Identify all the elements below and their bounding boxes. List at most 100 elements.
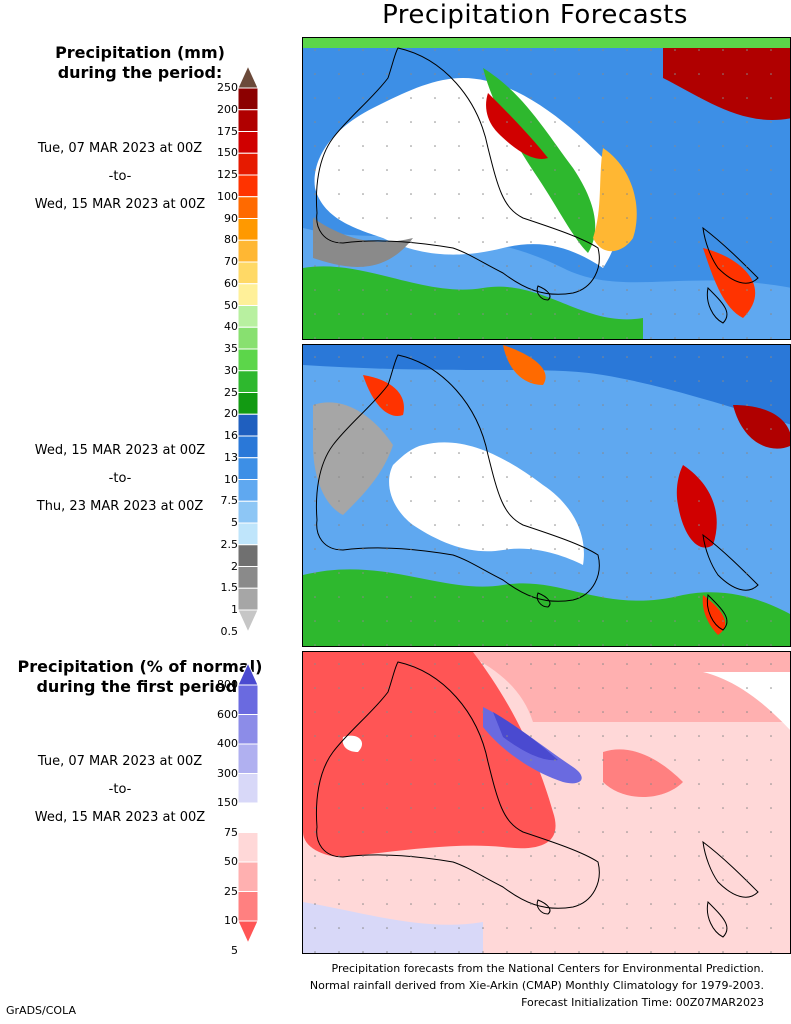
legend-level-label: 16	[224, 429, 238, 442]
legend-swatch	[237, 392, 259, 415]
period2-end: Thu, 23 MAR 2023 at 00Z	[36, 499, 204, 514]
period3-end: Wed, 15 MAR 2023 at 00Z	[34, 810, 206, 825]
legend-level-label: 75	[224, 825, 238, 839]
legend-swatch	[237, 587, 259, 611]
footer-line2: Normal rainfall derived from Xie-Arkin (…	[309, 979, 764, 992]
legend-swatch	[237, 435, 259, 459]
legend-level-label: 5	[231, 943, 238, 957]
legend-level-label: 300	[217, 766, 238, 780]
legend-level-label: 10	[224, 914, 238, 927]
credit-label: GrADS/COLA	[6, 1004, 76, 1017]
legend-swatch	[237, 479, 259, 502]
legend-level-label: 2.5	[220, 537, 239, 551]
legend-swatch	[237, 152, 259, 176]
legend-swatch	[237, 684, 259, 715]
legend-level-label: 1	[231, 603, 238, 616]
legend-pct-header-line1: Precipitation (% of normal)	[17, 657, 263, 676]
legend-level-label: 50	[224, 298, 238, 312]
legend-swatch	[237, 370, 259, 393]
legend-mm-header: Precipitation (mm) during the period:	[20, 43, 260, 83]
legend-swatch	[237, 661, 259, 686]
period1-separator: -to-	[108, 169, 132, 184]
period1-start: Tue, 07 MAR 2023 at 00Z	[37, 141, 203, 156]
legend-level-label: 13	[224, 450, 238, 464]
legend-swatch	[237, 305, 259, 328]
legend-swatch	[237, 891, 259, 922]
period2-separator: -to-	[108, 471, 132, 486]
footer-line3: Forecast Initialization Time: 00Z07MAR20…	[521, 996, 764, 1009]
legend-level-label: 40	[224, 320, 238, 334]
legend-level-label: 150	[217, 146, 238, 160]
period3-start: Tue, 07 MAR 2023 at 00Z	[37, 754, 203, 769]
legend-swatch	[237, 413, 259, 437]
legend-level-label: 25	[224, 884, 238, 898]
legend-swatch	[237, 174, 259, 198]
map-panel-percent-normal	[302, 651, 791, 954]
legend-swatch	[237, 714, 259, 745]
period3-separator: -to-	[108, 782, 132, 797]
legend-level-label: 30	[224, 363, 238, 377]
legend-level-label: 70	[224, 255, 238, 268]
legend-swatch	[237, 609, 259, 634]
footer-notes: Precipitation forecasts from the Nationa…	[310, 960, 764, 1011]
map-panel-period2	[302, 344, 791, 647]
legend-swatch	[237, 773, 259, 804]
legend-level-label: 2	[231, 559, 238, 573]
legend-swatch	[237, 920, 259, 945]
legend-level-label: 150	[217, 796, 238, 809]
legend-level-label: 100	[217, 189, 238, 203]
legend-level-label: 7.5	[220, 494, 239, 508]
legend-level-label: 175	[217, 124, 238, 138]
legend-swatch	[237, 802, 259, 833]
legend-mm-colorbar	[236, 64, 296, 634]
period2-start: Wed, 15 MAR 2023 at 00Z	[34, 443, 206, 458]
legend-swatch	[237, 261, 259, 285]
legend-swatch	[237, 196, 259, 219]
legend-mm-header-line2: during the period:	[57, 63, 223, 82]
legend-swatch	[237, 87, 259, 111]
legend-level-label: 600	[217, 707, 238, 721]
legend-swatch	[237, 218, 259, 241]
legend-pct-header-line2: during the first period:	[36, 677, 244, 696]
legend-swatch	[237, 239, 259, 263]
legend-swatch	[237, 131, 259, 154]
legend-pct-labels: 800 600 400 300 150 75 50 25 10 5	[208, 663, 238, 957]
legend-level-label: 200	[217, 102, 238, 116]
legend-swatch	[237, 500, 259, 524]
legend-level-label: 25	[224, 385, 238, 399]
legend-level-label: 35	[224, 342, 238, 355]
legend-swatch	[237, 832, 259, 863]
legend-level-label: 90	[224, 211, 238, 225]
legend-mm-labels: 250 200 175 150 125 100 90 80 70 60 50 40 35 30 25 20 16…	[208, 66, 239, 638]
legend-swatch	[237, 64, 259, 89]
legend-swatch	[237, 522, 259, 546]
legend-swatch	[237, 283, 259, 306]
legend-mm-header-line1: Precipitation (mm)	[55, 43, 225, 62]
legend-level-label: 5	[231, 516, 238, 529]
legend-level-label: 400	[217, 737, 238, 750]
legend-level-label: 0.5	[220, 624, 239, 638]
legend-pct-colorbar	[236, 661, 296, 945]
page-title: Precipitation Forecasts	[382, 0, 688, 30]
footer-line1: Precipitation forecasts from the Nationa…	[331, 962, 765, 975]
legend-mm-colorbar-svg	[237, 64, 259, 634]
legend-level-label: 50	[224, 855, 238, 868]
legend-level-label: 60	[224, 276, 238, 290]
legend-level-label: 250	[217, 81, 238, 94]
legend-level-label: 10	[224, 472, 238, 486]
period1-end: Wed, 15 MAR 2023 at 00Z	[34, 197, 206, 212]
legend-level-label: 125	[217, 168, 238, 181]
legend-swatch	[237, 457, 259, 480]
legend-swatch	[237, 566, 259, 589]
legend-swatch	[237, 743, 259, 774]
legend-swatch	[237, 348, 259, 372]
legend-level-label: 80	[224, 233, 238, 247]
legend-pct-colorbar-svg	[237, 661, 259, 945]
legend-level-label: 800	[217, 678, 238, 691]
map-panel-period1	[302, 37, 791, 340]
legend-pct-header: Precipitation (% of normal) during the f…	[10, 657, 270, 697]
legend-level-label: 1.5	[220, 581, 239, 595]
legend-level-label: 20	[224, 407, 238, 421]
legend-swatch	[237, 861, 259, 892]
legend-swatch	[237, 544, 259, 567]
